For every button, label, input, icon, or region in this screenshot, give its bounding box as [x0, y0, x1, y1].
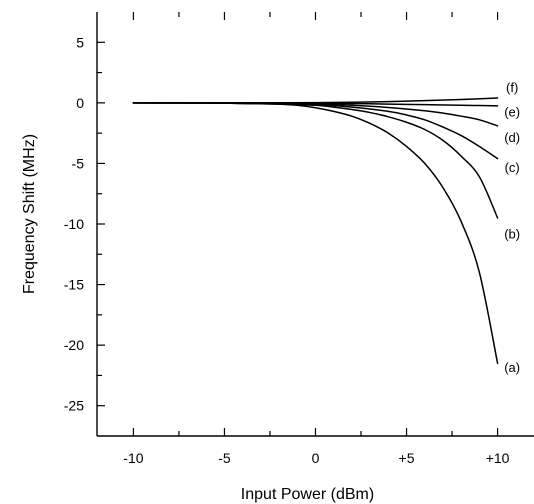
series-lines	[132, 97, 499, 365]
series-label-a: (a)	[504, 360, 520, 375]
ticks: -10 -5 0 +5 +10 5 0 -5 -10 -15 -20 -25	[64, 12, 510, 466]
x-axis-label: Input Power (dBm)	[241, 486, 374, 503]
series-line-c	[132, 102, 499, 160]
series-label-f: (f)	[506, 80, 518, 95]
y-axis-label: Frequency Shift (MHz)	[21, 134, 38, 294]
x-tick-label: -10	[123, 450, 143, 466]
x-tick-label: +10	[486, 450, 510, 466]
series-label-d: (d)	[504, 130, 520, 145]
series-label-e: (e)	[504, 104, 520, 119]
series-labels: (a) (b) (c) (d) (e) (f)	[504, 80, 520, 375]
y-tick-label: -5	[72, 155, 85, 171]
y-tick-label: -10	[64, 216, 84, 232]
x-tick-label: +5	[399, 450, 415, 466]
y-tick-label: -25	[64, 398, 84, 414]
series-line-b	[132, 102, 499, 219]
x-tick-label: 0	[312, 450, 320, 466]
series-label-c: (c)	[505, 160, 520, 175]
y-tick-label: 0	[76, 95, 84, 111]
y-tick-label: 5	[76, 34, 84, 50]
y-tick-label: -15	[64, 277, 84, 293]
series-line-f	[132, 97, 499, 104]
x-tick-label: -5	[218, 450, 231, 466]
series-line-d	[132, 102, 499, 127]
series-line-a	[132, 102, 499, 365]
y-tick-label: -20	[64, 337, 84, 353]
series-label-b: (b)	[504, 227, 520, 242]
axes	[96, 12, 534, 437]
